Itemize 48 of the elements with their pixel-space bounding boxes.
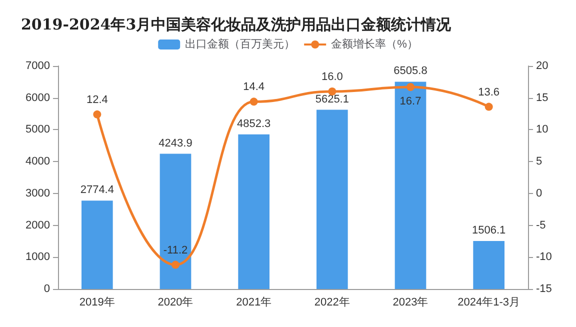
- data-label: 6505.8: [394, 65, 428, 78]
- y2-tick-label: 20: [536, 60, 548, 72]
- point: [250, 98, 258, 106]
- y-tick-label: 5000: [26, 124, 50, 136]
- bar: [473, 241, 504, 289]
- x-tick-label: 2022年: [314, 296, 350, 308]
- data-label: 2774.4: [80, 184, 114, 196]
- y2-tick-label: -10: [536, 251, 552, 264]
- y2-tick-label: 15: [536, 92, 548, 104]
- bar: [394, 82, 426, 289]
- data-label: 4243.9: [158, 137, 192, 150]
- y-tick-label: 3000: [26, 187, 50, 200]
- y-tick-label: 7000: [26, 60, 50, 72]
- data-label: 16.7: [400, 96, 422, 108]
- y-tick-label: 2000: [26, 219, 50, 232]
- x-tick-label: 2024年1-3月: [458, 296, 520, 308]
- y-tick-label: 0: [44, 283, 50, 295]
- data-label: 14.4: [243, 81, 265, 94]
- bar: [238, 134, 270, 289]
- point: [93, 110, 102, 118]
- data-label: 1506.1: [472, 224, 506, 237]
- y2-tick-label: -15: [536, 283, 552, 295]
- data-label: 4852.3: [237, 118, 271, 130]
- x-tick-label: 2023年: [392, 296, 428, 308]
- data-label: -11.2: [163, 244, 188, 256]
- data-label: 12.4: [86, 94, 108, 106]
- bar: [160, 154, 192, 289]
- y-tick-label: 1000: [26, 251, 50, 264]
- y2-tick-label: -5: [536, 219, 546, 232]
- legend-label: 金额增长率（%）: [331, 38, 418, 50]
- x-tick-label: 2021年: [236, 296, 272, 308]
- y2-tick-label: 10: [536, 124, 548, 136]
- bar: [316, 110, 348, 289]
- y-tick-label: 4000: [26, 156, 50, 168]
- chart-title: 2019-2024年3月中国美容化妆品及洗护用品出口金额统计情况: [21, 16, 452, 34]
- point: [484, 102, 493, 111]
- bar: [82, 200, 113, 289]
- y2-tick-label: 0: [536, 187, 542, 200]
- data-label: 13.6: [478, 86, 500, 98]
- x-tick-label: 2020年: [158, 296, 194, 308]
- legend-label: 出口金额（百万美元）: [185, 38, 296, 50]
- x-tick-label: 2019年: [79, 296, 115, 308]
- point: [172, 260, 180, 269]
- data-label: 5625.1: [315, 93, 349, 106]
- y-tick-label: 6000: [26, 92, 50, 104]
- data-label: 16.0: [321, 70, 343, 83]
- point: [406, 83, 414, 92]
- y2-tick-label: 5: [536, 156, 542, 168]
